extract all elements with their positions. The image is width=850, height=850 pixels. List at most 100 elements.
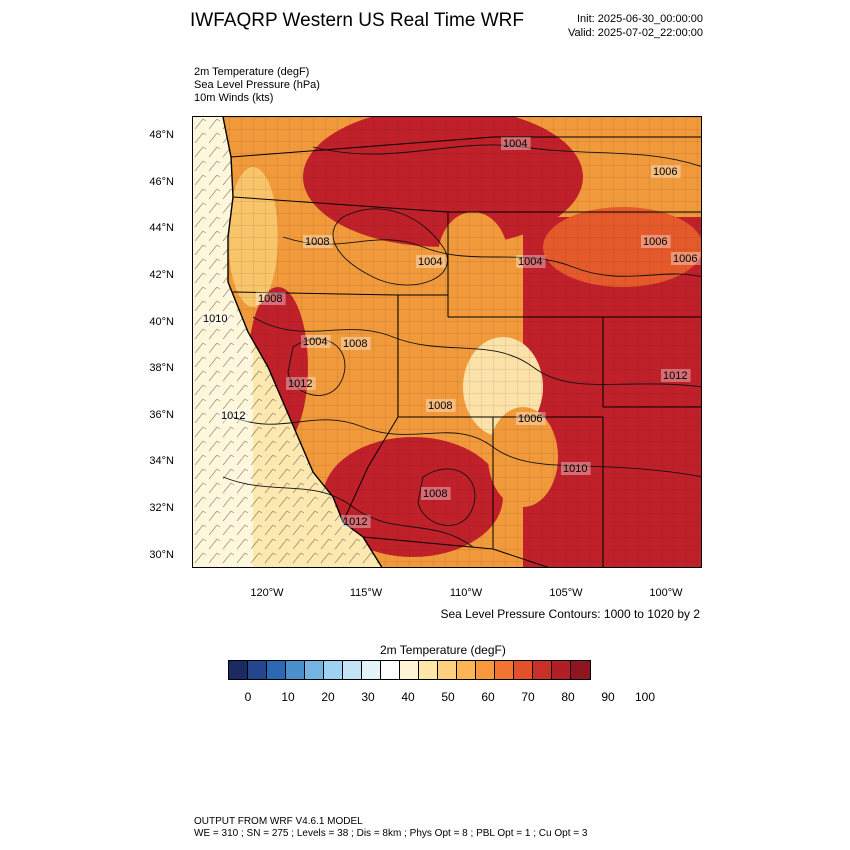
colorbar-cell — [229, 661, 248, 679]
model-info-line1: OUTPUT FROM WRF V4.6.1 MODEL — [194, 816, 363, 827]
lat-label: 38°N — [149, 362, 174, 374]
contour-label: 1010 — [203, 313, 227, 325]
colorbar-cell — [305, 661, 324, 679]
contour-label-bg — [341, 515, 371, 528]
colorbar-label: 60 — [481, 690, 495, 704]
lat-label: 34°N — [149, 455, 174, 467]
lat-label: 36°N — [149, 409, 174, 421]
lat-label: 48°N — [149, 129, 174, 141]
valid-time: Valid: 2025-07-02_22:00:00 — [568, 27, 703, 39]
contour-label: 1004 — [418, 256, 442, 268]
colorbar-label: 70 — [521, 690, 535, 704]
map-canvas: 1004 1006 1008 1004 1006 1004 1008 1006 1008 1012… — [193, 117, 701, 567]
colorbar-label: 50 — [441, 690, 455, 704]
contour-label-bg — [416, 255, 446, 268]
contour-label: 1004 — [303, 336, 327, 348]
contour-label-bg — [641, 235, 671, 248]
contour-label: 1012 — [288, 378, 312, 390]
colorbar-label: 90 — [601, 690, 615, 704]
contour-label: 1012 — [221, 410, 245, 422]
colorbar-cell — [267, 661, 286, 679]
colorbar-cell — [571, 661, 590, 679]
colorbar-cell — [476, 661, 495, 679]
contour-label: 1008 — [428, 400, 452, 412]
colorbar-cell — [286, 661, 305, 679]
contour-label-bg — [341, 337, 371, 350]
colorbar-label: 40 — [401, 690, 415, 704]
lat-label: 46°N — [149, 176, 174, 188]
contour-label-bg — [286, 377, 316, 390]
lat-label: 32°N — [149, 502, 174, 514]
colorbar-cell — [343, 661, 362, 679]
contour-label: 1008 — [305, 236, 329, 248]
colorbar-cell — [552, 661, 571, 679]
contour-info: Sea Level Pressure Contours: 1000 to 102… — [440, 607, 701, 621]
contour-label-bg — [219, 409, 249, 422]
field-label-temperature: 2m Temperature (degF) — [194, 66, 310, 78]
contour-label: 1008 — [258, 293, 282, 305]
colorbar-label: 20 — [321, 690, 335, 704]
colorbar-cell — [495, 661, 514, 679]
contour-label-bg — [501, 137, 531, 150]
contour-label-bg — [256, 292, 286, 305]
contour-label-bg — [201, 312, 231, 325]
colorbar-cell — [438, 661, 457, 679]
colorbar-title: 2m Temperature (degF) — [380, 643, 506, 657]
contour-label-bg — [426, 399, 456, 412]
colorbar-label: 0 — [244, 690, 252, 704]
colorbar-cell — [419, 661, 438, 679]
lon-label: 120°W — [250, 587, 284, 599]
contour-label-bg — [516, 412, 546, 425]
lat-label: 40°N — [149, 316, 174, 328]
colorbar-label: 30 — [361, 690, 375, 704]
contour-label: 1006 — [673, 253, 697, 265]
colorbar-cell — [457, 661, 476, 679]
colorbar-label: 100 — [634, 690, 656, 704]
lon-label: 100°W — [649, 587, 683, 599]
lat-label: 44°N — [149, 222, 174, 234]
plot-title: IWFAQRP Western US Real Time WRF — [190, 10, 524, 31]
contour-label: 1006 — [518, 413, 542, 425]
contour-label: 1004 — [518, 256, 542, 268]
colorbar-cell — [248, 661, 267, 679]
contour-label-bg — [561, 462, 591, 475]
lat-label: 42°N — [149, 269, 174, 281]
lon-label: 110°W — [449, 587, 483, 599]
lon-label: 105°W — [549, 587, 583, 599]
field-label-winds: 10m Winds (kts) — [194, 92, 274, 104]
contour-label-bg — [661, 369, 691, 382]
colorbar-label: 80 — [561, 690, 575, 704]
contour-label: 1006 — [643, 236, 667, 248]
map-panel: 1004 1006 1008 1004 1006 1004 1008 1006 1008 1012… — [192, 116, 702, 568]
colorbar-cell — [514, 661, 533, 679]
colorbar-label: 10 — [281, 690, 295, 704]
colorbar-cell — [362, 661, 381, 679]
init-time: Init: 2025-06-30_00:00:00 — [577, 13, 703, 25]
contour-label: 1012 — [663, 370, 687, 382]
contour-label-bg — [421, 487, 451, 500]
colorbar — [228, 660, 591, 680]
colorbar-cell — [400, 661, 419, 679]
contour-labels: 1004 1006 1008 1004 1006 1004 1008 1006 1008 1012… — [201, 137, 701, 528]
colorbar-cell — [324, 661, 343, 679]
contour-label: 1004 — [503, 138, 527, 150]
model-info-line2: WE = 310 ; SN = 275 ; Levels = 38 ; Dis … — [194, 828, 588, 839]
lon-label: 115°W — [349, 587, 383, 599]
contour-label-bg — [671, 252, 701, 265]
field-label-pressure: Sea Level Pressure (hPa) — [194, 79, 320, 91]
contour-label-bg — [303, 235, 333, 248]
contour-label-bg — [516, 255, 546, 268]
contour-label: 1008 — [423, 488, 447, 500]
contour-label-bg — [301, 335, 331, 348]
state-borders — [230, 136, 701, 567]
contour-label: 1010 — [563, 463, 587, 475]
contour-label-bg — [651, 165, 681, 178]
colorbar-cell — [381, 661, 400, 679]
lat-label: 30°N — [149, 549, 174, 561]
contour-label: 1008 — [343, 338, 367, 350]
contour-label: 1012 — [343, 516, 367, 528]
isobars — [222, 144, 701, 548]
colorbar-cell — [533, 661, 552, 679]
contour-label: 1006 — [653, 166, 677, 178]
coastline — [222, 117, 383, 567]
